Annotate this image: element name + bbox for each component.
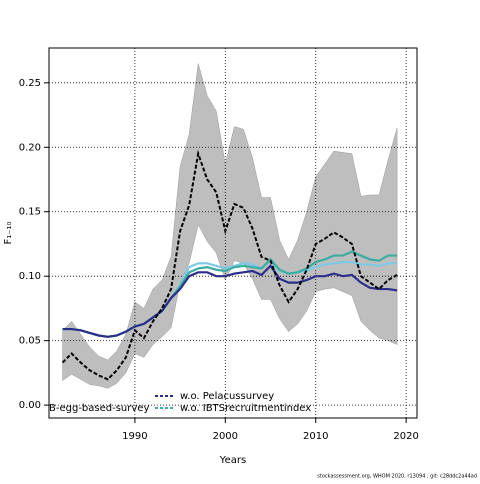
footer: stockassessment.org, WHOM 2020, r13094 ,…	[317, 474, 477, 480]
legend-label: w.o. Pelacussurvey	[180, 391, 274, 402]
y-axis-label: F₁₋₁₀	[3, 221, 14, 244]
plot-frame	[48, 47, 418, 419]
x-tick-label: 1990	[122, 431, 147, 442]
y-tick-label: 0.05	[19, 336, 41, 347]
y-tick-label: 0.15	[19, 207, 41, 218]
y-tick-label: 0.00	[19, 400, 41, 411]
y-tick-label: 0.20	[19, 142, 41, 153]
x-tick-label: 2000	[213, 431, 238, 442]
x-tick-label: 2020	[393, 431, 418, 442]
series-line	[62, 264, 398, 338]
x-axis-label: Years	[219, 455, 246, 466]
legend-label: w.o. IBTSrecruitmentindex	[180, 403, 311, 414]
series-line	[61, 149, 398, 381]
legend-label: B-egg-based-survey	[49, 403, 149, 414]
confidence-band	[62, 63, 398, 389]
x-tick-label: 2010	[303, 431, 328, 442]
y-tick-label: 0.25	[19, 78, 41, 89]
y-tick-label: 0.10	[19, 271, 41, 282]
